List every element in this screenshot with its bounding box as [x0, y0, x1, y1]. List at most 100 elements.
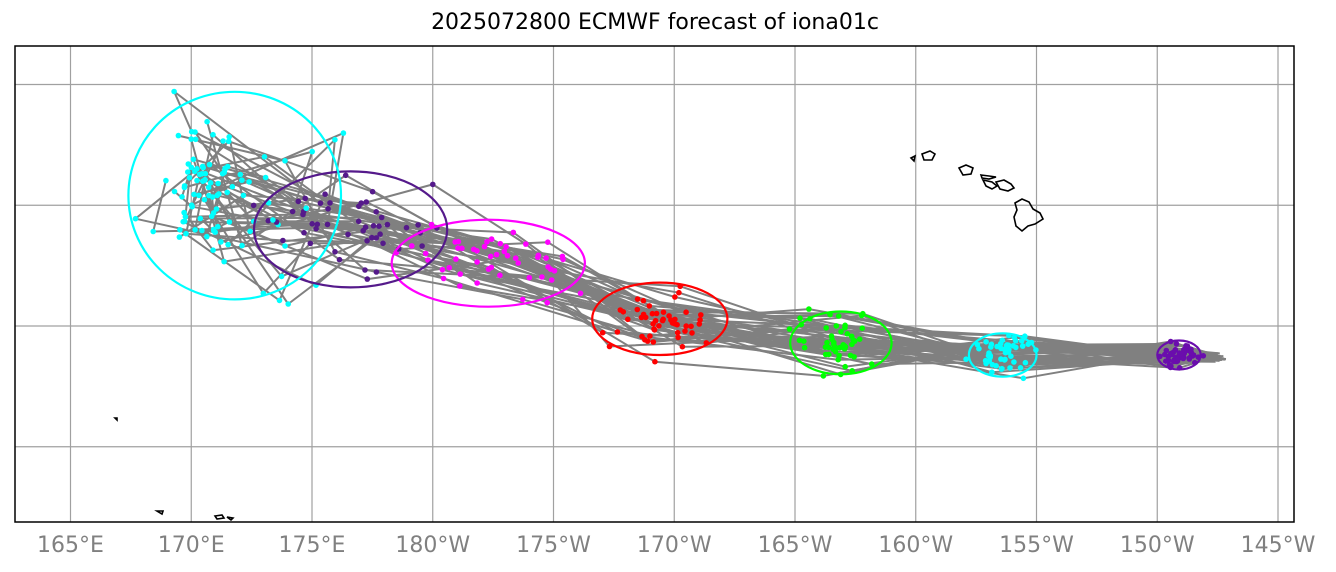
track-point	[842, 324, 848, 331]
track-point	[377, 231, 383, 237]
track-point	[289, 208, 296, 215]
track-point	[247, 228, 253, 235]
track-point	[1169, 351, 1175, 358]
track-point	[651, 327, 658, 333]
track-point	[682, 328, 688, 334]
track-point	[989, 361, 996, 368]
x-tick-label: 175°W	[516, 533, 591, 558]
track-point	[823, 325, 829, 331]
track-point	[213, 206, 220, 212]
track-point	[696, 321, 703, 327]
track-point	[835, 356, 841, 363]
track-point	[403, 224, 410, 231]
x-tick-label: 170°E	[158, 533, 225, 558]
track-point	[1019, 343, 1026, 349]
ensemble-tracks	[134, 90, 1227, 380]
track-point	[428, 221, 435, 228]
track-point	[484, 239, 490, 245]
track-point	[176, 234, 183, 240]
track-point	[457, 283, 463, 289]
track-point	[188, 202, 195, 208]
x-tick-label: 145°W	[1241, 533, 1316, 558]
track-point	[786, 326, 793, 332]
track-point	[204, 233, 210, 240]
track-point	[210, 247, 216, 253]
track-point	[132, 215, 139, 222]
track-point	[192, 168, 198, 175]
track-point	[634, 296, 641, 302]
track-point	[222, 165, 228, 172]
track-point	[844, 331, 851, 337]
track-point	[672, 294, 678, 300]
track-point	[820, 373, 827, 379]
track-point	[177, 227, 183, 233]
track-point	[614, 329, 621, 335]
track-point	[246, 179, 252, 185]
track-point	[548, 277, 555, 283]
track-point	[362, 267, 368, 273]
track-point	[599, 329, 606, 336]
track-point	[285, 301, 292, 307]
track-point	[439, 266, 446, 273]
track-point	[415, 222, 421, 228]
track-point	[215, 223, 221, 230]
track-point	[190, 156, 197, 163]
track-point	[370, 223, 377, 229]
track-point	[314, 221, 321, 228]
track-point	[422, 250, 429, 257]
track-point	[215, 180, 221, 187]
track-point	[206, 161, 213, 168]
track-point	[200, 164, 206, 171]
track-point	[185, 161, 192, 167]
track-point	[1018, 338, 1025, 344]
track-point	[175, 132, 182, 139]
track-point	[543, 255, 549, 261]
track-point	[276, 297, 283, 304]
track-point	[1007, 365, 1013, 371]
track-point	[660, 309, 667, 316]
track-point	[179, 194, 185, 200]
track-point	[237, 171, 244, 178]
track-points	[132, 88, 1207, 382]
track-point	[652, 317, 659, 324]
track-point	[674, 329, 681, 336]
track-point	[606, 343, 613, 350]
track-point	[1186, 355, 1193, 361]
track-point	[191, 191, 197, 198]
track-point	[986, 350, 992, 356]
track-point	[419, 243, 425, 249]
track-point	[650, 339, 657, 345]
track-point	[1183, 343, 1189, 349]
track-point	[373, 209, 380, 215]
track-point	[474, 248, 480, 254]
track-point	[523, 241, 529, 247]
track-point	[229, 183, 236, 190]
track-point	[828, 333, 835, 339]
track-point	[544, 299, 550, 306]
track-point	[280, 237, 286, 244]
track-point	[364, 276, 371, 282]
track-point	[824, 339, 830, 346]
track-point	[307, 240, 314, 247]
track-point	[474, 280, 480, 286]
track-point	[545, 239, 551, 245]
track-point	[504, 252, 511, 259]
track-point	[859, 325, 865, 332]
track-point	[639, 333, 645, 340]
track-point	[660, 316, 666, 323]
track-point	[989, 369, 995, 376]
cluster-ellipse	[591, 281, 729, 357]
track-point	[380, 240, 386, 247]
track-point	[640, 297, 647, 304]
track-point	[226, 134, 232, 140]
track-point	[192, 227, 198, 233]
track-point	[261, 154, 268, 160]
track-point	[539, 274, 545, 280]
track-point	[194, 177, 200, 184]
track-point	[497, 240, 504, 247]
island-coastline	[154, 510, 165, 516]
track-point	[679, 343, 686, 350]
track-point	[577, 290, 584, 297]
track-point	[849, 368, 855, 374]
